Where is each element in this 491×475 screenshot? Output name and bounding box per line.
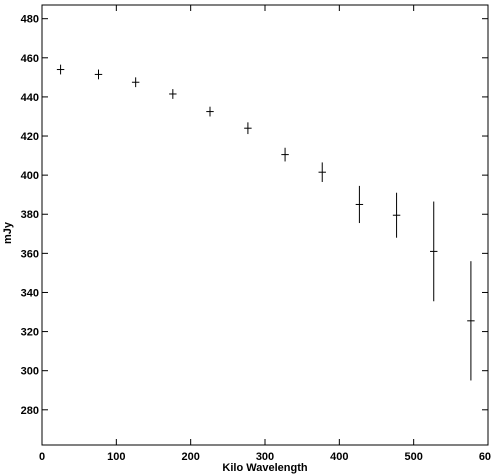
data-point bbox=[94, 69, 103, 80]
y-tick-label: 440 bbox=[21, 92, 39, 104]
y-tick-label: 280 bbox=[21, 405, 39, 417]
y-tick-label: 400 bbox=[21, 170, 39, 182]
x-tick-label: 200 bbox=[181, 451, 199, 463]
x-tick-label: 500 bbox=[404, 451, 422, 463]
x-tick-label: 400 bbox=[330, 451, 348, 463]
data-marks bbox=[56, 64, 475, 381]
data-point bbox=[131, 77, 140, 88]
y-tick-label: 420 bbox=[21, 131, 39, 143]
data-point bbox=[244, 122, 252, 135]
y-tick-label: 480 bbox=[21, 14, 39, 26]
y-tick-label: 380 bbox=[21, 209, 39, 221]
y-axis-title: mJy bbox=[2, 221, 14, 244]
data-point bbox=[430, 201, 438, 302]
data-point bbox=[318, 162, 326, 182]
axis-ticks: 0 100 200 300 400 500 600 280 300 320 340 360 380 400… bbox=[21, 5, 491, 463]
x-axis-title: Kilo Wavelength bbox=[222, 462, 307, 474]
data-point bbox=[56, 64, 65, 75]
y-tick-label: 300 bbox=[21, 366, 39, 378]
x-tick-label: 300 bbox=[256, 451, 274, 463]
data-point bbox=[355, 185, 364, 224]
y-tick-label: 460 bbox=[21, 53, 39, 65]
plot-frame bbox=[41, 4, 489, 446]
x-tick-label: 600 bbox=[479, 451, 491, 463]
y-tick-label: 360 bbox=[21, 248, 39, 260]
data-point bbox=[281, 147, 289, 162]
x-tick-label: 100 bbox=[107, 451, 125, 463]
y-tick-label: 320 bbox=[21, 327, 39, 339]
data-point bbox=[392, 192, 401, 238]
data-point bbox=[169, 89, 177, 99]
x-tick-label: 0 bbox=[39, 451, 45, 463]
data-point bbox=[206, 106, 214, 117]
y-tick-label: 340 bbox=[21, 287, 39, 299]
data-point bbox=[467, 261, 475, 381]
